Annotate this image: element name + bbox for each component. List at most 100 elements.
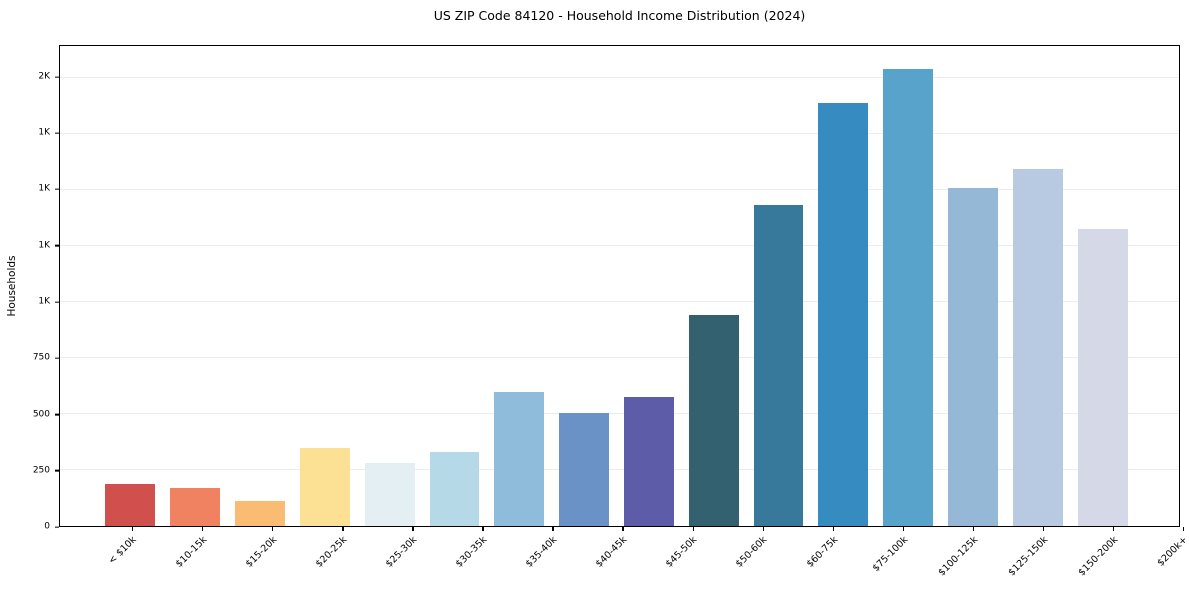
y-tick-mark	[55, 357, 59, 359]
bar-$75-100k	[818, 102, 869, 526]
x-tick-mark	[1182, 527, 1185, 531]
x-tick-slot: $30-35k	[447, 527, 517, 589]
x-tick-slot: $125-150k	[1005, 527, 1078, 589]
y-tick-label: 1K	[38, 183, 50, 194]
x-tick-slot: $75-100k	[868, 527, 938, 589]
y-tick-label: 750	[32, 352, 50, 363]
y-tick-mark	[55, 132, 59, 134]
bar-$25-30k	[364, 463, 415, 526]
y-tick-mark	[55, 413, 59, 416]
x-tick-mark	[202, 527, 204, 531]
bar-slot	[876, 46, 941, 526]
bar-slot	[422, 46, 487, 526]
y-tick-mark	[55, 245, 59, 247]
chart-title: US ZIP Code 84120 - Household Income Dis…	[433, 8, 806, 23]
gridline	[60, 468, 1179, 470]
x-tick-mark	[272, 527, 274, 531]
x-tick-slot: $100-125k	[935, 527, 1008, 589]
x-tick-mark	[1112, 527, 1115, 531]
x-tick-mark	[132, 527, 134, 531]
bar-slot	[617, 46, 682, 526]
x-tick-slot: $40-45k	[587, 527, 657, 589]
bar-slot	[746, 46, 811, 526]
gridline	[60, 356, 1179, 358]
gridline	[60, 300, 1179, 302]
x-tick-label: $200k+	[1155, 534, 1189, 569]
x-tick-slot: $50-60k	[728, 527, 798, 589]
gridline	[60, 188, 1179, 190]
bar-$60-75k	[753, 205, 804, 526]
bar-slot	[552, 46, 617, 526]
bar-$50-60k	[688, 314, 739, 526]
x-tick-slot: $20-25k	[307, 527, 377, 589]
x-tick-slot: $60-75k	[798, 527, 868, 589]
bar-$20-25k	[299, 448, 350, 526]
x-tick-label: $50-60k	[734, 534, 770, 570]
bar-slot	[1005, 46, 1070, 526]
y-tick-mark	[55, 188, 59, 191]
bar-$150-200k	[1012, 169, 1063, 526]
y-tick-mark	[55, 526, 59, 528]
x-tick-label: $35-40k	[524, 534, 560, 570]
bar-$45-50k	[623, 397, 674, 526]
bar-slot	[228, 46, 293, 526]
gridline	[60, 76, 1179, 78]
bar-$35-40k	[494, 392, 545, 526]
plot-area	[59, 45, 1180, 527]
bar-slot	[98, 46, 163, 526]
bar-slot	[163, 46, 228, 526]
y-tick-label: 250	[32, 465, 50, 476]
bar-slot	[811, 46, 876, 526]
x-tick-label: $40-45k	[594, 534, 630, 570]
x-tick-mark	[342, 527, 344, 531]
x-axis-ticks: < $10k $10-15k $15-20k $20-25k $25-30k $30-35…	[59, 527, 1189, 589]
bar-$40-45k	[559, 413, 610, 526]
y-tick-mark	[55, 76, 59, 78]
bar-< $10k	[105, 483, 156, 526]
y-tick-mark	[55, 470, 59, 472]
y-tick-label: 1K	[38, 296, 50, 307]
y-tick-label: 1K	[38, 240, 50, 251]
gridline	[60, 132, 1179, 134]
x-tick-slot: $35-40k	[517, 527, 587, 589]
x-tick-label: $30-35k	[453, 534, 490, 570]
x-tick-label: $45-50k	[664, 534, 700, 570]
bar-slot	[1070, 46, 1135, 526]
bar-slot	[487, 46, 552, 526]
x-tick-label: $60-75k	[804, 534, 840, 570]
bar-$100-125k	[883, 68, 934, 526]
x-tick-mark	[552, 527, 554, 531]
y-axis-ticks: 0 250 500 750 1K 1K 1K 1K 2K	[0, 45, 59, 531]
x-tick-slot: $15-20k	[237, 527, 307, 589]
y-tick-label: 0	[44, 521, 50, 532]
gridline	[60, 412, 1179, 414]
y-tick-label: 2K	[38, 71, 50, 82]
x-tick-mark	[482, 527, 484, 531]
x-tick-label: < $10k	[106, 534, 140, 567]
x-tick-label: $15-20k	[243, 534, 280, 570]
y-tick-label: 500	[32, 409, 50, 419]
x-tick-label: $20-25k	[313, 534, 350, 570]
x-tick-label: $150-200k	[1075, 534, 1120, 579]
x-tick-slot: $150-200k	[1075, 527, 1148, 589]
bar-slot	[357, 46, 422, 526]
bar-slot	[292, 46, 357, 526]
x-tick-mark	[832, 527, 834, 531]
x-tick-label: $75-100k	[870, 534, 910, 575]
x-tick-label: $100-125k	[935, 534, 980, 579]
bar-$125-150k	[948, 188, 998, 526]
bar-$30-35k	[429, 452, 480, 526]
x-tick-slot: $10-15k	[167, 527, 237, 589]
y-tick-label: 1K	[38, 127, 50, 138]
y-tick-mark	[55, 301, 59, 303]
x-tick-mark	[762, 527, 764, 531]
x-tick-mark	[1042, 527, 1045, 531]
x-tick-slot: $200k+	[1148, 527, 1189, 589]
x-tick-slot: $45-50k	[658, 527, 728, 589]
bar-$10-15k	[170, 487, 221, 526]
gridline	[60, 244, 1179, 246]
x-tick-label: $125-150k	[1005, 534, 1050, 579]
bars-container	[60, 46, 1179, 526]
x-tick-mark	[692, 527, 694, 531]
x-tick-mark	[902, 527, 905, 531]
